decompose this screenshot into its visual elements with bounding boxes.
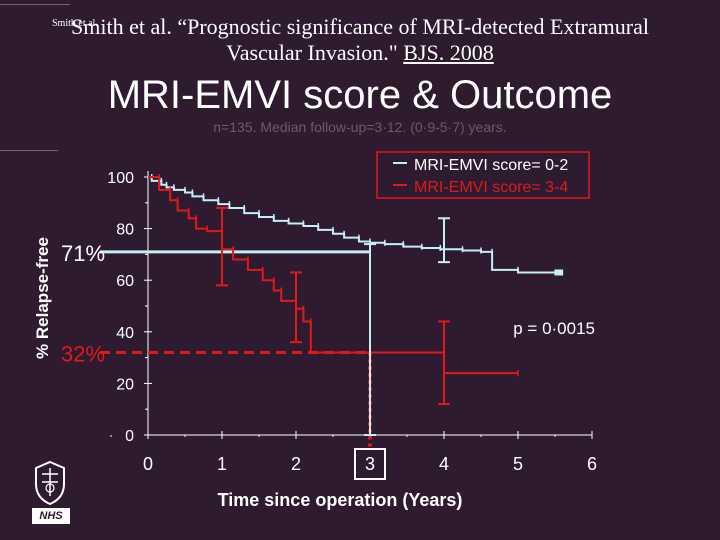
reference-label: 32% [61, 341, 105, 366]
series-line-2 [148, 176, 518, 375]
reference-label: 71% [61, 241, 105, 266]
x-tick-label: 4 [439, 454, 449, 474]
y-tick-label: 40 [116, 325, 134, 342]
highlighted-x-tick-box [354, 448, 386, 480]
x-axis-label: Time since operation (Years) [218, 490, 463, 510]
x-tick-label: 5 [513, 454, 523, 474]
subtitle: n=135. Median follow-up=3·12. (0·9-5·7) … [213, 119, 507, 135]
y-tick-label: 80 [116, 222, 134, 239]
x-tick-label: 0 [143, 454, 153, 474]
citation-title-end: Vascular Invasion." [226, 40, 404, 65]
series-end-marker [554, 269, 563, 276]
y-tick-label: 0 [125, 428, 134, 445]
crest-logo-icon [35, 460, 65, 506]
overlapping-citation-text: Smith et al. [52, 18, 98, 29]
page-title: MRI-EMVI score & Outcome [107, 73, 613, 117]
citation-line-2: Vascular Invasion." BJS. 2008 [0, 40, 720, 66]
p-value-annotation: p = 0·0015 [513, 319, 595, 338]
x-tick-label: 1 [217, 454, 227, 474]
x-tick-label: 6 [587, 454, 597, 474]
x-tick-label: 2 [291, 454, 301, 474]
y-axis-label: % Relapse-free [33, 237, 52, 359]
nhs-badge: NHS [32, 508, 70, 524]
legend-label: MRI-EMVI score= 3-4 [414, 179, 568, 196]
y-tick-label: 100 [107, 170, 134, 187]
decorative-rule [0, 150, 58, 151]
decorative-rule [0, 4, 70, 5]
citation-line-1: Smith et al. “Prognostic significance of… [71, 14, 649, 39]
legend-label: MRI-EMVI score= 0-2 [414, 157, 568, 174]
y-tick-label: 60 [116, 273, 134, 290]
legend-box [376, 151, 590, 199]
y-tick-label: 20 [116, 376, 134, 393]
x-tick-label: 3 [365, 454, 375, 474]
citation-journal: BJS. 2008 [403, 40, 494, 65]
citation: Smith et al. “Prognostic significance of… [0, 14, 720, 66]
